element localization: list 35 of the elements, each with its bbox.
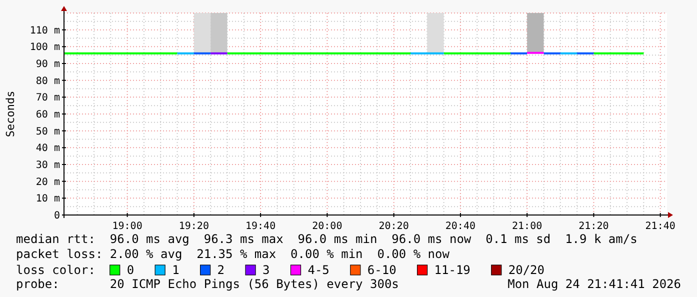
x-tick-label: 19:40	[246, 221, 276, 232]
text: Mon Aug 24 21:41:41 2026	[508, 277, 681, 291]
y-tick-label: 50 m	[36, 126, 60, 138]
text: probe: 20 ICMP Echo Pings (56 Bytes) every 300s	[16, 277, 399, 291]
y-axis-title: Seconds	[4, 90, 17, 138]
x-tick-label: 19:20	[178, 221, 209, 232]
x-tick-label: 19:00	[112, 221, 142, 232]
x-tick-label: 20:20	[378, 221, 409, 232]
y-tick-label: 10 m	[36, 194, 60, 205]
legend-label: 1	[172, 263, 180, 277]
y-tick-label: 90 m	[36, 59, 60, 70]
y-tick-label: 40 m	[36, 143, 60, 154]
legend-label: 4-5	[308, 263, 330, 277]
text: packet loss: 2.00 % avg 21.35 % max 0.00 % min 0.00 % now	[16, 247, 450, 261]
legend-label: 11-19	[434, 263, 470, 277]
legend-label: 2	[217, 263, 225, 277]
legend-label: 0	[126, 263, 134, 277]
legend-label: 20/20	[508, 263, 545, 277]
x-tick-label: 21:40	[645, 221, 676, 232]
y-tick-label: 0	[54, 210, 60, 222]
y-tick-label: 110 m	[30, 25, 60, 36]
text: median rtt: 96.0 ms avg 96.3 ms max 96.0 ms min 96.0 ms now 0.1 ms sd 1.9 k am/s	[16, 232, 638, 246]
y-tick-label: 20 m	[36, 176, 60, 188]
x-tick-label: 21:00	[512, 221, 542, 232]
y-tick-label: 70 m	[36, 92, 60, 104]
x-tick-label: 21:20	[578, 221, 609, 232]
x-tick-label: 20:40	[445, 221, 476, 232]
legend-title: loss color:	[16, 263, 96, 277]
x-tick-label: 20:00	[312, 221, 342, 232]
legend-label: 3	[262, 263, 270, 277]
y-tick-label: 60 m	[36, 110, 60, 120]
y-tick-label: 80 m	[36, 76, 60, 87]
legend-label: 6-10	[367, 263, 396, 277]
y-tick-label: 100 m	[30, 42, 60, 54]
y-tick-label: 30 m	[36, 160, 60, 171]
